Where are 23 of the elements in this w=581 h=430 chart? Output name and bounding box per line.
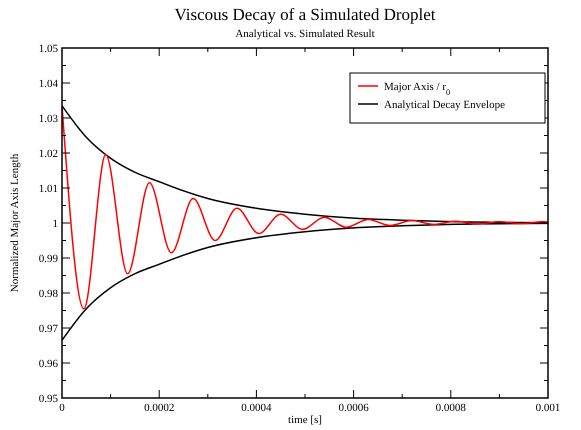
y-tick-label: 1.03 bbox=[38, 113, 58, 125]
x-tick-label: 0.0002 bbox=[144, 402, 174, 414]
x-tick-label: 0 bbox=[59, 402, 66, 414]
y-axis-title: Normalized Major Axis Length bbox=[9, 153, 21, 292]
y-tick-label: 1.02 bbox=[38, 148, 58, 160]
y-tick-label: 1.01 bbox=[38, 183, 58, 195]
x-tick-label: 0.0004 bbox=[241, 402, 272, 414]
y-tick-label: 0.97 bbox=[38, 323, 58, 335]
y-tick-label: 1 bbox=[52, 218, 58, 230]
y-tick-label: 0.98 bbox=[38, 288, 58, 300]
y-tick-label: 1.05 bbox=[38, 43, 58, 55]
x-axis-title: time [s] bbox=[288, 414, 322, 426]
x-tick-label: 0.0006 bbox=[338, 402, 370, 414]
y-tick-label: 1.04 bbox=[38, 78, 58, 90]
x-tick-label: 0.001 bbox=[536, 402, 560, 414]
chart-title: Viscous Decay of a Simulated Droplet bbox=[174, 5, 436, 24]
chart-subtitle: Analytical vs. Simulated Result bbox=[235, 28, 375, 40]
legend-label: Major Axis / r$_{0}$ bbox=[384, 81, 450, 96]
x-tick-label: 0.0008 bbox=[436, 402, 466, 414]
y-tick-label: 0.99 bbox=[38, 253, 58, 265]
legend-label: Analytical Decay Envelope bbox=[384, 99, 506, 111]
y-tick-label: 0.95 bbox=[38, 393, 58, 405]
y-tick-label: 0.96 bbox=[38, 358, 58, 370]
